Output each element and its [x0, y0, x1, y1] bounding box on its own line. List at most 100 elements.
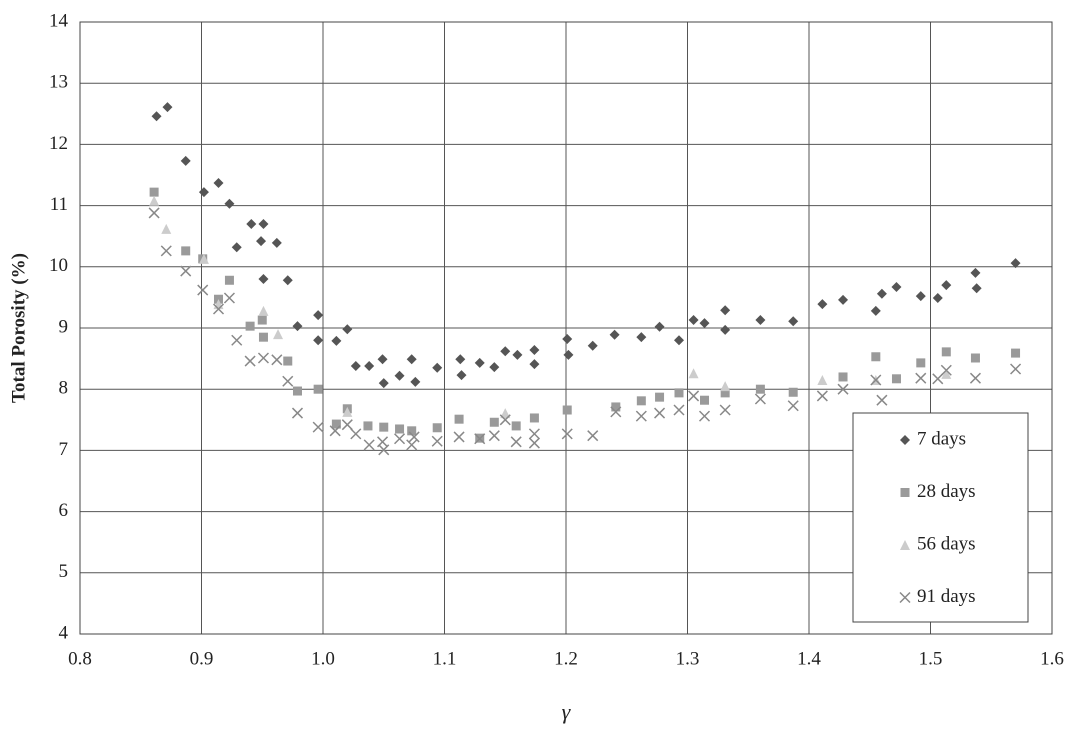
point: [199, 187, 209, 197]
x-tick-label: 1.3: [676, 648, 700, 669]
point: [161, 246, 171, 256]
point: [313, 335, 323, 345]
point: [256, 236, 266, 246]
legend-label: 56 days: [917, 533, 976, 554]
point: [379, 445, 389, 455]
point: [817, 299, 827, 309]
point: [788, 401, 798, 411]
point: [972, 283, 982, 293]
point: [181, 246, 190, 255]
point: [364, 361, 374, 371]
point: [455, 354, 465, 364]
point: [689, 315, 699, 325]
point: [395, 424, 404, 433]
point: [563, 350, 573, 360]
point: [342, 420, 352, 430]
x-tick-label: 1.2: [554, 648, 578, 669]
point: [689, 391, 699, 401]
point: [407, 354, 417, 364]
point: [838, 295, 848, 305]
point: [720, 325, 730, 335]
x-tick-label: 0.9: [190, 648, 214, 669]
point: [655, 322, 665, 332]
point: [490, 418, 499, 427]
point: [655, 408, 665, 418]
point: [530, 413, 539, 422]
point: [313, 422, 323, 432]
point: [351, 361, 361, 371]
point: [877, 289, 887, 299]
point: [395, 434, 405, 444]
point: [971, 353, 980, 362]
point: [457, 370, 467, 380]
point: [720, 305, 730, 315]
point: [152, 111, 162, 121]
point: [283, 357, 292, 366]
y-axis-label: Total Porosity (%): [8, 253, 29, 403]
point: [1011, 364, 1021, 374]
point: [313, 310, 323, 320]
point: [149, 196, 159, 206]
point: [379, 423, 388, 432]
point: [871, 306, 881, 316]
point: [636, 411, 646, 421]
point: [432, 436, 442, 446]
point: [891, 282, 901, 292]
y-tick-label: 6: [59, 500, 69, 521]
point: [378, 354, 388, 364]
point: [224, 199, 234, 209]
point: [700, 411, 710, 421]
y-tick-label: 13: [49, 72, 68, 93]
point: [500, 346, 510, 356]
point: [410, 377, 420, 387]
point: [839, 372, 848, 381]
point: [198, 285, 208, 295]
point: [342, 324, 352, 334]
y-tick-label: 8: [59, 378, 69, 399]
point: [432, 363, 442, 373]
y-tick-label: 11: [50, 194, 68, 215]
point: [161, 224, 171, 234]
point: [933, 293, 943, 303]
point: [258, 353, 268, 363]
legend-marker: [901, 488, 910, 497]
point: [181, 156, 191, 166]
legend-label: 91 days: [917, 586, 976, 607]
point: [258, 306, 268, 316]
point: [529, 429, 539, 439]
point: [789, 388, 798, 397]
point: [720, 405, 730, 415]
point: [970, 268, 980, 278]
legend-label: 7 days: [917, 428, 966, 449]
point: [755, 394, 765, 404]
point: [150, 188, 159, 197]
point: [562, 429, 572, 439]
point: [755, 315, 765, 325]
point: [689, 368, 699, 378]
point: [529, 359, 539, 369]
point: [454, 432, 464, 442]
point: [610, 330, 620, 340]
point: [407, 440, 417, 450]
point: [788, 316, 798, 326]
point: [245, 356, 255, 366]
point: [214, 178, 224, 188]
point: [363, 421, 372, 430]
point: [181, 266, 191, 276]
point: [700, 396, 709, 405]
point: [293, 387, 302, 396]
point: [259, 333, 268, 342]
point: [225, 276, 234, 285]
point: [272, 238, 282, 248]
point: [562, 334, 572, 344]
point: [942, 347, 951, 356]
point: [877, 395, 887, 405]
point: [1011, 349, 1020, 358]
x-tick-label: 1.1: [433, 648, 457, 669]
point: [588, 431, 598, 441]
point: [892, 374, 901, 383]
point: [331, 336, 341, 346]
y-tick-label: 10: [49, 255, 68, 276]
point: [817, 375, 827, 385]
point: [720, 381, 730, 391]
